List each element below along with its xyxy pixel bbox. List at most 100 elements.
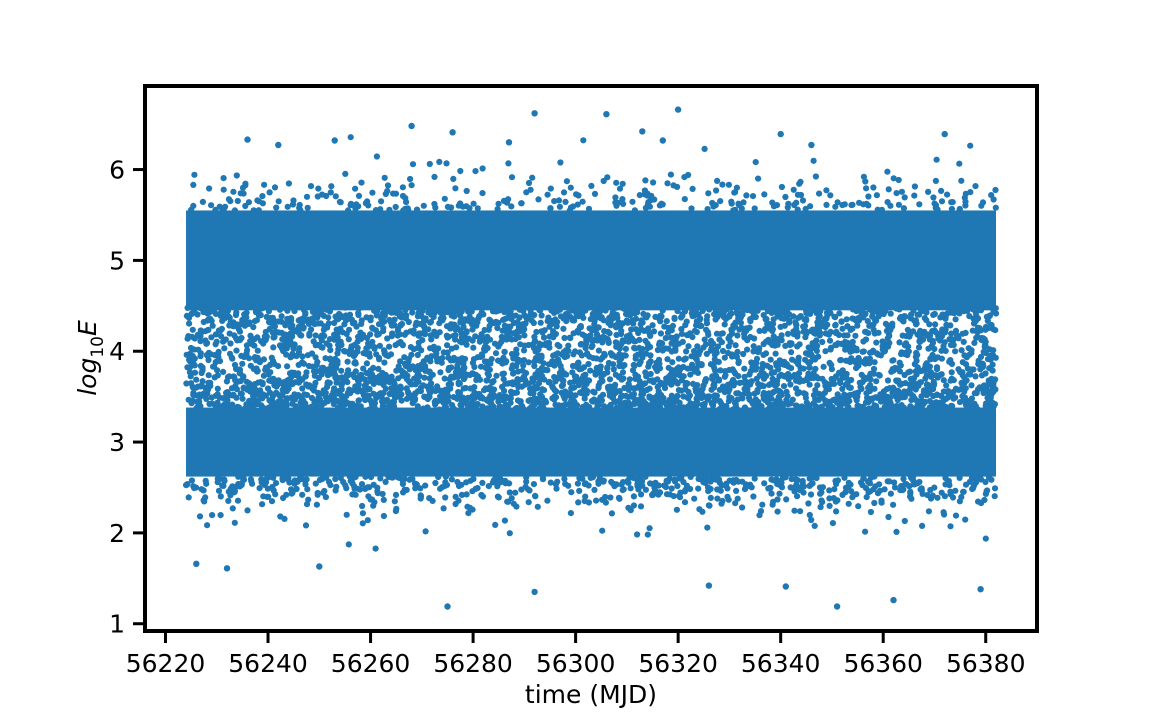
data-point <box>254 334 261 341</box>
data-point <box>845 500 852 507</box>
data-point <box>522 370 530 377</box>
data-point <box>627 485 634 492</box>
data-point <box>932 177 940 184</box>
data-point <box>616 358 623 365</box>
data-point <box>789 396 796 403</box>
data-point <box>642 312 649 319</box>
data-point <box>882 320 890 327</box>
data-point <box>324 372 331 379</box>
data-point <box>241 311 248 318</box>
data-point <box>421 331 429 338</box>
data-point <box>260 404 267 411</box>
data-point <box>787 381 794 388</box>
data-point <box>535 346 542 353</box>
data-point <box>228 407 235 414</box>
data-point <box>668 485 675 492</box>
data-point <box>390 190 397 197</box>
data-point <box>585 482 592 489</box>
data-point <box>631 310 639 317</box>
data-point <box>469 326 476 333</box>
data-point <box>422 482 429 489</box>
data-point <box>411 375 418 382</box>
data-point <box>807 351 815 358</box>
data-point <box>865 489 872 496</box>
data-point <box>276 342 284 349</box>
data-point <box>284 396 291 403</box>
data-point <box>970 482 978 489</box>
data-point <box>917 328 924 335</box>
data-point <box>783 304 791 311</box>
data-point <box>666 405 673 412</box>
data-point <box>619 392 626 399</box>
data-point <box>560 377 567 384</box>
data-point <box>387 473 394 481</box>
data-point <box>770 320 777 327</box>
data-point <box>476 334 483 341</box>
data-point <box>856 199 863 206</box>
data-point <box>210 363 217 370</box>
data-point <box>701 474 708 481</box>
data-point <box>240 190 247 197</box>
data-point <box>455 366 462 373</box>
data-point <box>805 359 812 366</box>
data-point <box>796 370 803 377</box>
data-point <box>719 330 726 337</box>
data-point <box>658 340 665 347</box>
data-point <box>895 201 903 208</box>
data-point <box>797 313 804 320</box>
data-point <box>870 184 877 191</box>
data-point <box>695 475 702 482</box>
data-point <box>765 485 772 492</box>
data-point <box>991 493 998 500</box>
data-point <box>458 308 465 315</box>
data-point <box>550 361 557 368</box>
data-point <box>752 159 759 166</box>
data-point <box>864 318 871 325</box>
data-point <box>725 496 732 503</box>
data-point <box>306 330 313 337</box>
data-point <box>538 393 546 400</box>
data-point <box>753 355 761 362</box>
data-point <box>950 302 957 309</box>
data-point <box>321 399 328 406</box>
data-point <box>683 348 690 355</box>
data-point <box>435 305 442 312</box>
data-point <box>574 305 581 312</box>
data-point <box>947 523 954 530</box>
data-point <box>977 307 985 314</box>
data-point <box>503 328 510 335</box>
data-point <box>518 200 525 207</box>
data-point <box>750 348 757 355</box>
data-point <box>962 481 970 488</box>
data-point <box>884 168 891 175</box>
data-point <box>190 181 197 188</box>
data-point <box>782 583 789 590</box>
data-point <box>760 351 767 358</box>
data-point <box>486 316 493 323</box>
x-tick-label: 56260 <box>331 649 411 678</box>
data-point <box>320 489 327 496</box>
data-point <box>935 335 942 342</box>
data-point <box>505 160 512 167</box>
data-point <box>359 510 366 517</box>
data-point <box>273 390 281 397</box>
data-point <box>923 317 930 324</box>
data-point <box>318 308 325 315</box>
data-point <box>832 321 839 328</box>
data-point <box>807 203 814 210</box>
data-point <box>845 404 852 411</box>
data-point <box>971 400 978 407</box>
data-point <box>231 519 238 526</box>
data-point <box>901 194 908 201</box>
data-point <box>730 382 737 389</box>
data-point <box>773 360 780 367</box>
data-point <box>260 338 267 345</box>
data-point <box>712 346 720 353</box>
data-point <box>229 505 236 512</box>
data-point <box>509 381 517 388</box>
data-point <box>915 344 923 351</box>
data-point <box>822 382 829 389</box>
data-point <box>751 205 758 212</box>
data-point <box>791 507 798 514</box>
data-point <box>947 322 954 329</box>
